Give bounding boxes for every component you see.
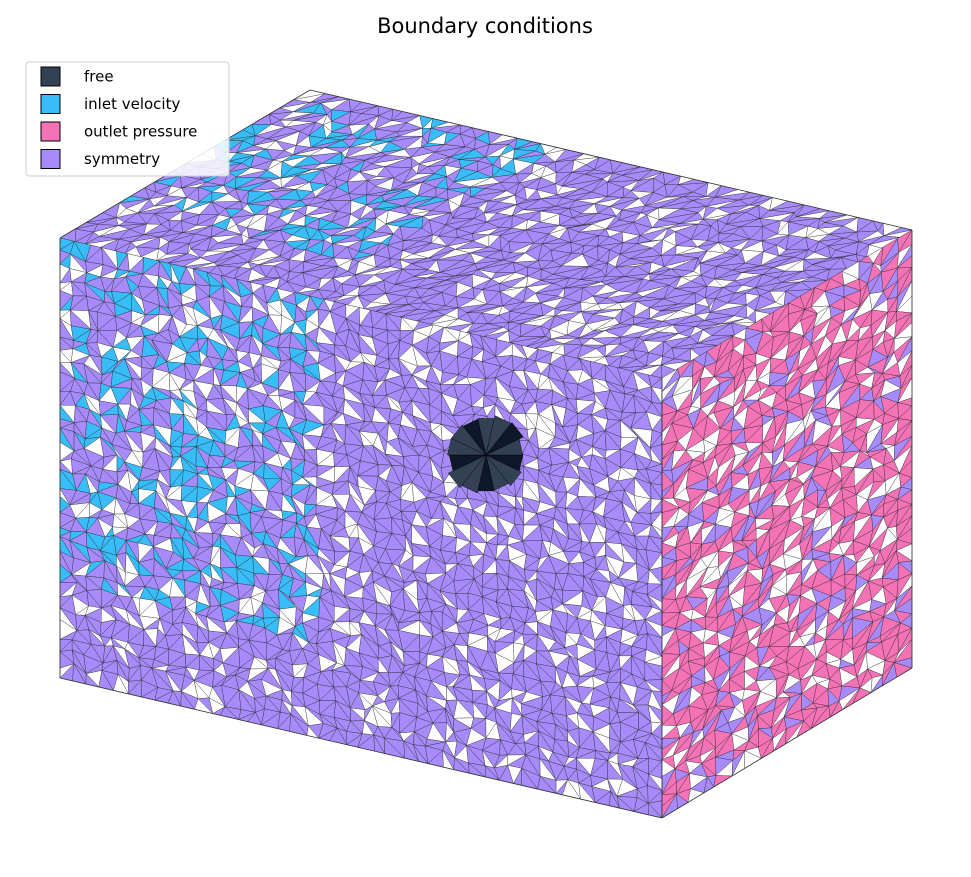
- title: Boundary conditions: [377, 14, 593, 38]
- mesh: [59, 89, 913, 819]
